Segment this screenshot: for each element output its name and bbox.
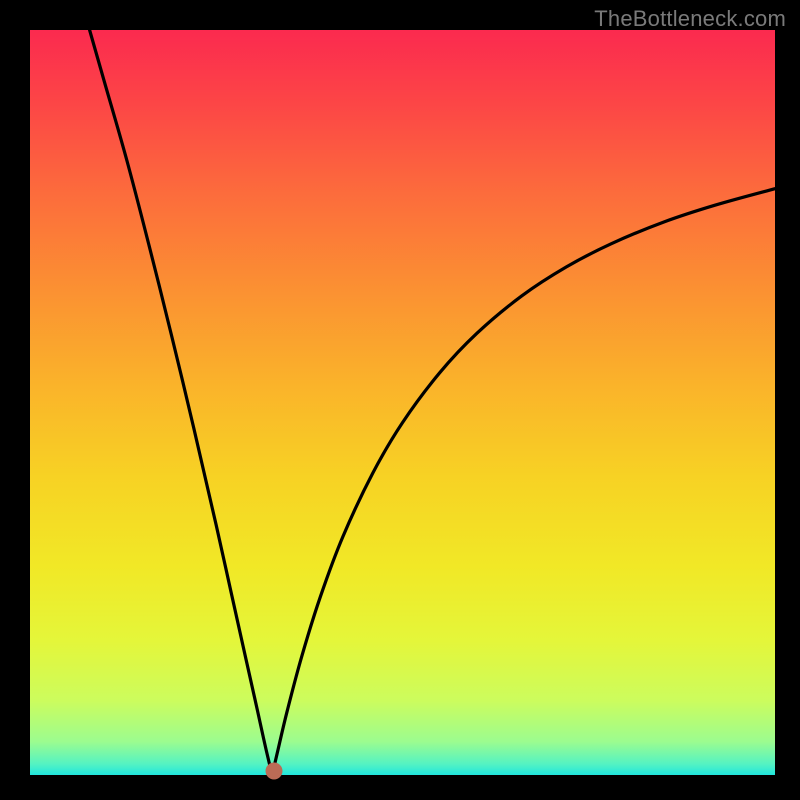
watermark-text: TheBottleneck.com (594, 6, 786, 32)
plot-area (30, 30, 775, 775)
curve-left-branch (90, 30, 273, 775)
bottleneck-curve (30, 30, 775, 775)
curve-right-branch (272, 189, 775, 775)
optimal-point-marker (266, 762, 283, 779)
